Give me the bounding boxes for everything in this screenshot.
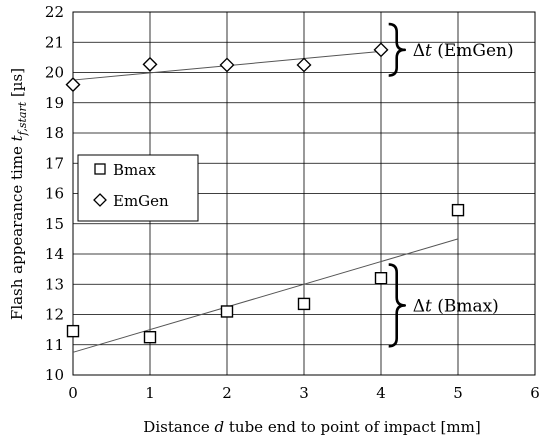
point-emgen — [65, 77, 81, 93]
point-emgen — [219, 57, 235, 73]
y-tick-label: 10 — [45, 366, 64, 384]
point-bmax — [297, 297, 311, 311]
y-tick-label: 16 — [45, 185, 64, 203]
legend-label-bmax: Bmax — [113, 161, 156, 179]
y-tick-label: 14 — [45, 245, 64, 263]
x-axis-label: Distance d tube end to point of impact [… — [143, 418, 480, 436]
y-tick-label: 13 — [45, 275, 64, 293]
point-bmax — [143, 330, 157, 344]
plot-frame — [72, 11, 536, 376]
brace-1 — [388, 263, 406, 348]
y-axis-label: Flash appearance time tf,start [µs] — [8, 68, 29, 320]
y-tick-label: 21 — [45, 33, 64, 51]
legend-marker-bmax — [94, 163, 106, 175]
x-tick-label: 5 — [453, 384, 463, 402]
point-bmax — [451, 203, 465, 217]
x-tick-label: 3 — [299, 384, 309, 402]
legend-label-emgen: EmGen — [113, 192, 169, 210]
point-emgen — [142, 56, 158, 72]
point-emgen — [373, 42, 389, 58]
trendline-bmax — [72, 238, 459, 353]
legend-box — [77, 154, 199, 222]
legend-marker-emgen — [93, 193, 107, 207]
point-bmax — [66, 324, 80, 338]
annotations: Δt (EmGen) Δt (Bmax) — [388, 22, 514, 348]
x-tick-label: 6 — [530, 384, 540, 402]
y-tick-label: 11 — [45, 336, 64, 354]
delta-t-label: Δt (Bmax) — [413, 296, 499, 316]
x-tick-label: 2 — [222, 384, 232, 402]
x-tick-label: 1 — [145, 384, 155, 402]
y-tick-label: 15 — [45, 215, 64, 233]
y-tick-label: 20 — [45, 64, 64, 82]
x-tick-label: 4 — [376, 384, 386, 402]
y-tick-label: 17 — [45, 154, 64, 172]
delta-t-label: Δt (EmGen) — [413, 41, 514, 61]
y-tick-label: 18 — [45, 124, 64, 142]
point-bmax — [220, 305, 234, 318]
data-points — [65, 42, 465, 344]
y-tick-label: 12 — [45, 306, 64, 324]
x-tick-label: 0 — [68, 384, 78, 402]
legend: Bmax EmGen — [77, 154, 199, 222]
y-tick-label: 19 — [45, 94, 64, 112]
point-emgen — [296, 57, 312, 73]
brace-0 — [388, 22, 406, 77]
y-tick-label: 22 — [45, 3, 64, 21]
point-bmax — [374, 272, 388, 285]
